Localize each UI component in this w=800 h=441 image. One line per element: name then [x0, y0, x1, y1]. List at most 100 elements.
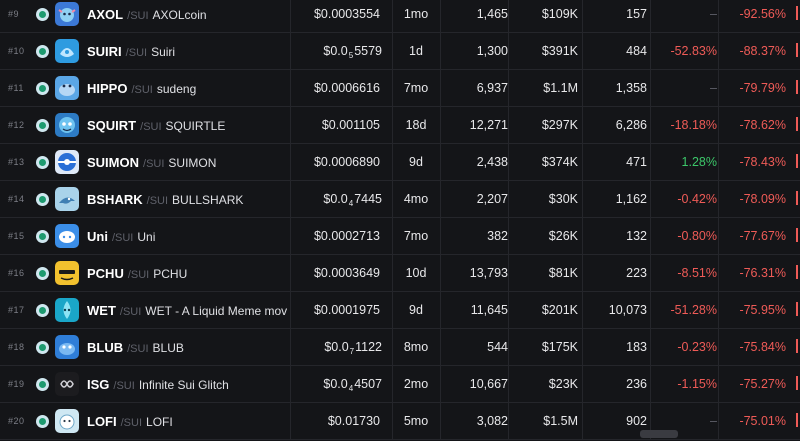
token-name[interactable]: LOFI/SUI LOFI	[87, 403, 287, 440]
suimon-logo	[55, 150, 79, 174]
sui-chain-icon	[36, 341, 49, 354]
column-divider	[650, 329, 651, 366]
price-zero-count: 5	[348, 51, 354, 60]
txns-count: 11,645	[470, 303, 508, 317]
token-row[interactable]: #16 PCHU/SUI PCHU $0.0003649 10d 13,793 $81K 22…	[0, 255, 800, 292]
column-divider	[290, 292, 291, 329]
token-row[interactable]: #10 SUIRI/SUI Suiri $0.055579 1d 1,300 $391K 48…	[0, 33, 800, 70]
pair-age: 2mo	[403, 377, 429, 391]
txns-count: 13,793	[469, 266, 508, 280]
token-ticker: WET	[87, 303, 116, 318]
price-main: $0.0	[323, 192, 348, 206]
column-divider	[290, 403, 291, 440]
column-divider	[440, 403, 441, 440]
column-divider	[508, 255, 509, 292]
chain-label: SUI	[143, 121, 162, 133]
token-name[interactable]: WET/SUI WET - A Liquid Meme mov	[87, 292, 287, 329]
price-change-short: -51.28%	[670, 303, 717, 317]
column-divider	[392, 0, 393, 33]
column-divider	[650, 218, 651, 255]
column-divider	[440, 255, 441, 292]
chain-label: SUI	[130, 10, 149, 22]
column-divider	[718, 33, 719, 70]
token-name[interactable]: AXOL/SUI AXOLcoin	[87, 0, 287, 33]
token-row[interactable]: #12 SQUIRT/SUI SQUIRTLE $0.001105 18d 12,271 $…	[0, 107, 800, 144]
token-row[interactable]: #19 ISG/SUI Infinite Sui Glitch $0.044507 2m…	[0, 366, 800, 403]
token-name[interactable]: SUIRI/SUI Suiri	[87, 33, 287, 70]
token-name[interactable]: BSHARK/SUI BULLSHARK	[87, 181, 287, 218]
column-divider	[650, 255, 651, 292]
column-divider	[718, 0, 719, 33]
makers-count: 1,162	[615, 192, 647, 206]
pair-age: 7mo	[403, 81, 429, 95]
sui-chain-icon	[36, 8, 49, 21]
token-row[interactable]: #14 BSHARK/SUI BULLSHARK $0.047445 4mo 2,207 $…	[0, 181, 800, 218]
pair-age: 4mo	[403, 192, 429, 206]
token-row[interactable]: #17 WET/SUI WET - A Liquid Meme mov $0.0001…	[0, 292, 800, 329]
token-ticker: Uni	[87, 229, 108, 244]
pair-age: 10d	[405, 266, 427, 280]
token-ticker: PCHU	[87, 266, 124, 281]
rank-label: #20	[8, 416, 25, 426]
sui-chain-icon	[36, 119, 49, 132]
price-change-long: -78.43%	[739, 155, 786, 169]
txns-count: 2,207	[476, 192, 508, 206]
token-full-name: BULLSHARK	[172, 193, 244, 207]
next-column-edge	[792, 403, 800, 440]
token-name[interactable]: BLUB/SUI BLUB	[87, 329, 287, 366]
column-divider	[582, 218, 583, 255]
token-row[interactable]: #9 AXOL/SUI AXOLcoin $0.0003554 1mo 1,465 $109…	[0, 0, 800, 33]
token-row[interactable]: #18 BLUB/SUI BLUB $0.071122 8mo 544 $175K 183 -0…	[0, 329, 800, 366]
token-price: $0.047445	[290, 181, 382, 218]
token-ticker: SQUIRT	[87, 118, 137, 133]
chain-separator: /SUI	[113, 380, 135, 392]
token-ticker: SUIRI	[87, 44, 122, 59]
makers-count: 10,073	[608, 303, 647, 317]
column-divider	[582, 329, 583, 366]
txns-count: 2,438	[476, 155, 508, 169]
sui-chain-icon	[36, 82, 49, 95]
column-divider	[718, 366, 719, 403]
token-price: $0.071122	[290, 329, 382, 366]
makers-count: 471	[626, 155, 647, 169]
column-divider	[508, 329, 509, 366]
token-name[interactable]: SQUIRT/SUI SQUIRTLE	[87, 107, 287, 144]
token-name[interactable]: Uni/SUI Uni	[87, 218, 287, 255]
token-name[interactable]: SUIMON/SUI SUIMON	[87, 144, 287, 181]
column-divider	[582, 144, 583, 181]
token-name[interactable]: PCHU/SUI PCHU	[87, 255, 287, 292]
price-main: $0.001105	[321, 118, 380, 132]
pchu-logo	[55, 261, 79, 285]
chain-separator: /SUI	[127, 343, 149, 355]
makers-count: 132	[626, 229, 647, 243]
token-name[interactable]: HIPPO/SUI sudeng	[87, 70, 287, 107]
chain-separator: /SUI	[131, 84, 153, 96]
column-divider	[392, 70, 393, 107]
column-divider	[508, 181, 509, 218]
volume-value: $175K	[541, 340, 578, 354]
price-change-long: -77.67%	[739, 229, 786, 243]
price-digits: 7445	[354, 192, 382, 206]
column-divider	[440, 0, 441, 33]
chain-separator: /SUI	[146, 195, 169, 207]
token-row[interactable]: #15 Uni/SUI Uni $0.0002713 7mo 382 $26K 132 -0.8…	[0, 218, 800, 255]
token-row[interactable]: #13 SUIMON/SUI SUIMON $0.0006890 9d 2,438 $374…	[0, 144, 800, 181]
token-price: $0.01730	[290, 403, 382, 440]
sui-chain-icon	[36, 415, 49, 428]
token-full-name: Uni	[137, 230, 156, 244]
column-divider	[650, 144, 651, 181]
token-row[interactable]: #11 HIPPO/SUI sudeng $0.0006616 7mo 6,937 $1.1…	[0, 70, 800, 107]
price-digits: 1122	[355, 340, 382, 354]
column-divider	[440, 181, 441, 218]
token-ticker: SUIMON	[87, 155, 139, 170]
price-change-short: -18.18%	[670, 118, 717, 132]
column-divider	[290, 255, 291, 292]
token-name[interactable]: ISG/SUI Infinite Sui Glitch	[87, 366, 287, 403]
price-change-short: -1.15%	[677, 377, 717, 391]
column-divider	[392, 33, 393, 70]
token-row[interactable]: #20 LOFI/SUI LOFI $0.01730 5mo 3,082 $1.5M 902 –…	[0, 403, 800, 440]
chain-label: SUI	[130, 343, 149, 355]
horizontal-scrollbar[interactable]	[640, 430, 678, 438]
price-change-long: -88.37%	[739, 44, 786, 58]
makers-count: 236	[626, 377, 647, 391]
